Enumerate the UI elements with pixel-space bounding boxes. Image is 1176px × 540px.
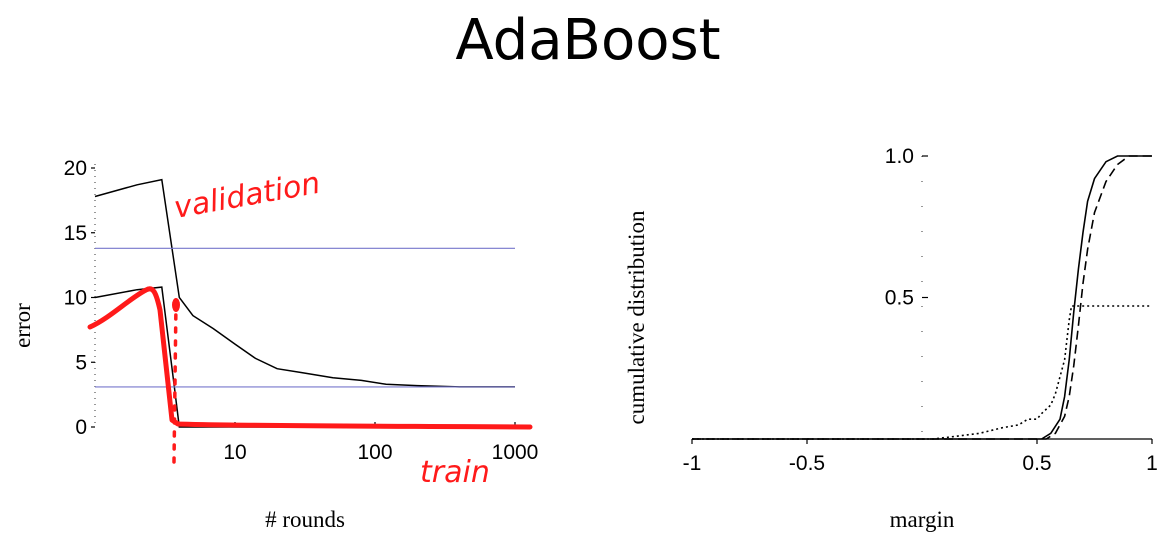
train-annotation-curve — [87, 286, 533, 430]
x-tick-label: 1000 — [492, 441, 539, 464]
series-line-dotted — [692, 305, 1152, 440]
x-tick-label: 1 — [1146, 452, 1158, 475]
y-tick-label: 0.5 — [885, 287, 914, 310]
y-tick-label: 0 — [75, 416, 87, 439]
x-tick-label: 0.5 — [1022, 452, 1051, 475]
train-annotation: train — [420, 455, 490, 490]
y-axis-label: error — [10, 303, 35, 348]
x-axis-label: margin — [890, 507, 955, 532]
y-tick-label: 5 — [75, 351, 87, 374]
y-axis-label: cumulative distribution — [624, 210, 649, 424]
series-line-dashed — [692, 155, 1152, 440]
series-line-solid — [692, 155, 1152, 440]
y-tick-label: 10 — [64, 287, 87, 310]
x-axis-label: # rounds — [265, 507, 345, 532]
y-tick-label: 15 — [64, 222, 87, 245]
x-tick-label: 100 — [357, 441, 392, 464]
y-tick-label: 1.0 — [885, 145, 914, 168]
annotation-dotted-marker — [172, 300, 178, 464]
series-line — [94, 178, 515, 388]
y-tick-label: 20 — [64, 157, 87, 180]
slide-title: AdaBoost — [455, 8, 721, 73]
annotation-dot — [172, 298, 180, 312]
x-tick-label: 10 — [223, 441, 246, 464]
x-tick-label: -1 — [683, 452, 702, 475]
x-tick-label: -0.5 — [789, 452, 825, 475]
